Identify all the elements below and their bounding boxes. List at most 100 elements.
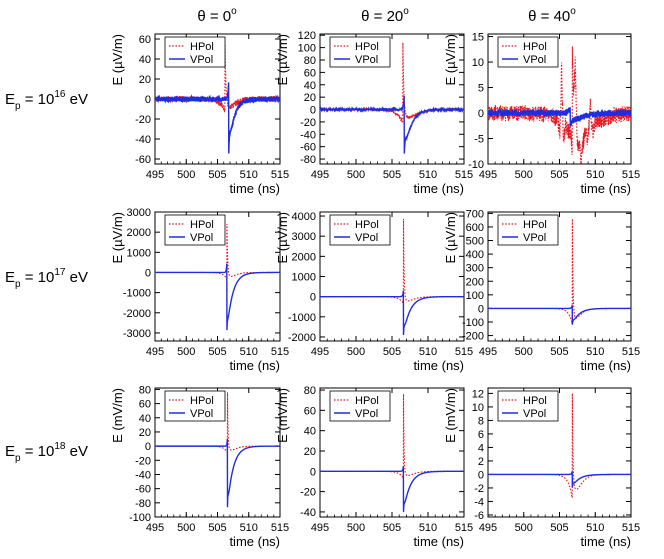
y-tick-label: 0 <box>478 469 484 481</box>
x-tick-label: 510 <box>240 169 258 181</box>
hpol-series-line <box>488 46 631 164</box>
legend-box <box>329 214 391 246</box>
y-tick-label: -100 <box>462 317 484 329</box>
y-tick-label: 0 <box>310 105 316 117</box>
y-tick-label: 20 <box>304 446 316 458</box>
x-tick-label: 515 <box>455 346 473 358</box>
y-axis-label: E (µV/m) <box>110 212 125 264</box>
vpol-series-line <box>488 305 631 325</box>
y-tick-label: 20 <box>139 427 151 439</box>
x-tick-label: 495 <box>311 522 329 534</box>
x-tick-label: 515 <box>455 522 473 534</box>
y-tick-label: -1000 <box>123 288 151 300</box>
y-axis-label: E (µV/m) <box>443 212 458 264</box>
legend-label: HPol <box>355 395 379 407</box>
column-title: θ = 0o <box>197 6 237 25</box>
x-axis-label: time (ns) <box>229 534 280 549</box>
x-tick-label: 505 <box>550 522 568 534</box>
legend-box <box>164 36 226 68</box>
x-tick-label: 495 <box>479 169 497 181</box>
y-tick-label: 2000 <box>292 251 316 263</box>
y-tick-label: 10 <box>472 402 484 414</box>
x-axis-label: time (ns) <box>580 181 631 196</box>
legend-label: VPol <box>355 54 378 66</box>
legend-label: HPol <box>523 219 547 231</box>
column-title: θ = 40o <box>528 6 576 25</box>
y-axis-label: E (mV/m) <box>275 388 290 443</box>
y-axis-label: E (mV/m) <box>110 388 125 443</box>
y-tick-label: 20 <box>304 92 316 104</box>
x-tick-label: 500 <box>515 169 533 181</box>
y-tick-label: 10 <box>472 57 484 69</box>
row-title: Ep = 1016 eV <box>5 89 88 112</box>
row-title: Ep = 1017 eV <box>5 267 88 290</box>
x-axis-label: time (ns) <box>229 358 280 373</box>
column-title: θ = 20o <box>361 6 409 25</box>
x-tick-label: 510 <box>240 346 258 358</box>
y-tick-label: -6 <box>474 510 484 522</box>
chart-panel-p32: 495 500 505 510 515 -40 -20 0 20 40 60 80 time (ns) E… <box>275 385 473 549</box>
x-tick-label: 500 <box>515 522 533 534</box>
legend-box <box>164 214 226 246</box>
y-tick-label: 1000 <box>292 272 316 284</box>
x-tick-label: 510 <box>419 522 437 534</box>
legend-label: HPol <box>523 395 547 407</box>
y-tick-label: 40 <box>304 80 316 92</box>
y-tick-label: 120 <box>298 30 316 42</box>
x-tick-label: 505 <box>383 522 401 534</box>
legend-label: VPol <box>523 54 546 66</box>
legend-label: HPol <box>355 41 379 53</box>
legend-box <box>164 390 226 422</box>
y-tick-label: -60 <box>135 484 151 496</box>
chart-panel-p23: 495 500 505 510 515-200-10001002003004005006… <box>443 208 640 373</box>
legend-label: HPol <box>190 41 214 53</box>
vpol-series-line <box>488 107 631 127</box>
y-tick-label: 2000 <box>127 227 151 239</box>
vpol-series-line <box>155 263 280 331</box>
y-tick-label: -100 <box>129 512 151 524</box>
x-tick-label: 515 <box>271 522 289 534</box>
chart-panel-p11: 495 500 505 510 515 -60 -40 -20 0 20 40 60 time (ns)… <box>110 33 289 196</box>
y-tick-label: -40 <box>300 507 316 519</box>
y-tick-label: 3000 <box>292 231 316 243</box>
y-tick-label: 60 <box>304 405 316 417</box>
x-tick-label: 495 <box>311 346 329 358</box>
y-tick-label: -3000 <box>123 328 151 340</box>
y-tick-label: 0 <box>145 267 151 279</box>
x-tick-label: 500 <box>347 522 365 534</box>
y-tick-label: 4 <box>478 442 484 454</box>
y-tick-label: -2 <box>474 483 484 495</box>
legend-label: HPol <box>190 219 214 231</box>
y-tick-label: 80 <box>304 385 316 397</box>
legend-box <box>329 36 391 68</box>
y-tick-label: 0 <box>478 303 484 315</box>
chart-panel-p12: 495 500 505 510 515 -80-60-40-200204060801001… <box>275 30 473 196</box>
chart-panel-p22: 495 500 505 510 515 -2000 -1000 0 1000 2000 3000 40… <box>275 211 473 373</box>
x-tick-label: 495 <box>146 169 164 181</box>
x-tick-label: 500 <box>177 169 195 181</box>
x-axis-label: time (ns) <box>580 358 631 373</box>
vpol-series-line <box>320 290 464 335</box>
y-tick-label: -200 <box>462 331 484 343</box>
y-tick-label: 0 <box>145 94 151 106</box>
x-tick-label: 505 <box>208 346 226 358</box>
y-tick-label: 0 <box>145 441 151 453</box>
y-tick-label: 40 <box>139 413 151 425</box>
legend-label: HPol <box>190 395 214 407</box>
x-tick-label: 505 <box>383 169 401 181</box>
x-axis-label: time (ns) <box>229 181 280 196</box>
y-tick-label: 60 <box>304 67 316 79</box>
x-tick-label: 510 <box>586 522 604 534</box>
row-title: Ep = 1018 eV <box>5 441 88 464</box>
y-axis-label: E (mV/m) <box>443 388 458 443</box>
y-tick-label: -2000 <box>288 332 316 344</box>
y-tick-label: 40 <box>139 54 151 66</box>
x-tick-label: 510 <box>586 346 604 358</box>
legend-box <box>497 390 559 422</box>
vpol-series-line <box>488 471 631 488</box>
y-tick-label: -1000 <box>288 312 316 324</box>
x-tick-label: 515 <box>622 522 640 534</box>
chart-panel-p31: 495 500 505 510 515 -100 -80 -60 -40 -20 0 20 40 60 80… <box>110 384 289 549</box>
